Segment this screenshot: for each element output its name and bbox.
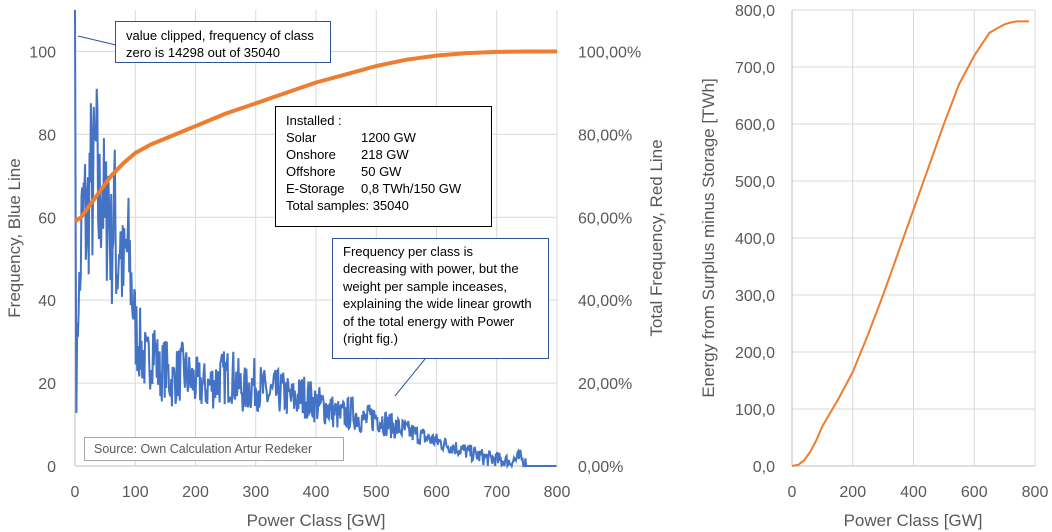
left-y-axis-label: Frequency, Blue Line: [5, 158, 24, 317]
left-x-tick-label: 800: [544, 484, 571, 501]
installed-name: Onshore: [286, 147, 336, 162]
installed-value: 218 GW: [361, 147, 409, 162]
installed-title: Installed :: [286, 113, 342, 128]
right-y-tick-label: 100,0: [735, 402, 775, 419]
left-y2-tick-label: 20,00%: [578, 376, 632, 393]
right-x-tick-label: 800: [1022, 484, 1049, 501]
right-y-tick-label: 300,0: [735, 288, 775, 305]
left-x-tick-label: 400: [303, 484, 330, 501]
left-x-tick-label: 500: [363, 484, 390, 501]
left-x-tick-label: 100: [122, 484, 149, 501]
left-y2-tick-label: 40,00%: [578, 293, 632, 310]
left-x-axis-label: Power Class [GW]: [247, 511, 386, 530]
right-x-tick-label: 0: [788, 484, 797, 501]
left-x-tick-label: 700: [483, 484, 510, 501]
frequency-series-line: [74, 9, 557, 470]
source-box: Source: Own Calculation Artur Redeker: [84, 437, 344, 461]
left-x-tick-label: 300: [242, 484, 269, 501]
installed-box: Installed : Solar 1200 GW Onshore 218 GW…: [275, 106, 492, 227]
right-y-tick-label: 700,0: [735, 60, 775, 77]
left-y-tick-label: 40: [38, 293, 56, 310]
right-y-tick-label: 800,0: [735, 3, 775, 20]
clip-callout-line: [77, 35, 117, 46]
right-y-tick-label: 0,0: [753, 459, 775, 476]
total-samples: Total samples: 35040: [286, 198, 409, 213]
right-y-tick-label: 400,0: [735, 231, 775, 248]
right-y-axis-label: Energy from Surplus minus Storage [TWh]: [699, 78, 718, 397]
clip-note-text: value clipped, frequency of class zero i…: [126, 28, 314, 60]
right-chart: 0 200 400 600 800 0,0 100,0 200,0 300,0 400,0 500…: [699, 3, 1048, 530]
left-y-tick-label: 60: [38, 210, 56, 227]
installed-name: Solar: [286, 130, 317, 145]
right-y-tick-label: 200,0: [735, 345, 775, 362]
freq-note-box: Frequency per class is decreasing with p…: [332, 238, 549, 359]
right-x-tick-label: 600: [961, 484, 988, 501]
freq-callout-line: [394, 358, 426, 397]
left-x-tick-label: 600: [423, 484, 450, 501]
left-y-tick-label: 20: [38, 376, 56, 393]
clip-note-box: value clipped, frequency of class zero i…: [115, 21, 331, 63]
installed-row: Solar 1200 GW: [286, 129, 481, 146]
right-x-tick-label: 400: [900, 484, 927, 501]
left-x-tick-label: 0: [71, 484, 80, 501]
right-x-axis-label: Power Class [GW]: [844, 511, 983, 530]
source-text: Source: Own Calculation Artur Redeker: [94, 442, 313, 456]
installed-row: Offshore 50 GW: [286, 163, 481, 180]
right-x-tick-label: 200: [839, 484, 866, 501]
installed-value: 0,8 TWh/150 GW: [361, 181, 462, 196]
left-y2-axis-label: Total Frequency, Red Line: [647, 139, 666, 336]
right-y-tick-label: 500,0: [735, 174, 775, 191]
installed-value: 1200 GW: [361, 130, 416, 145]
left-y-tick-label: 80: [38, 127, 56, 144]
left-y2-tick-label: 100,00%: [578, 44, 641, 61]
left-y2-tick-label: 0,00%: [578, 459, 623, 476]
left-y-tick-label: 0: [47, 459, 56, 476]
left-x-tick-label: 200: [182, 484, 209, 501]
left-y-tick-label: 100: [29, 44, 56, 61]
installed-row: Onshore 218 GW: [286, 146, 481, 163]
energy-series-line: [791, 20, 1029, 467]
installed-name: E-Storage: [286, 181, 345, 196]
installed-name: Offshore: [286, 164, 336, 179]
installed-row: E-Storage 0,8 TWh/150 GW: [286, 180, 481, 197]
left-y2-tick-label: 80,00%: [578, 127, 632, 144]
freq-note-text: Frequency per class is decreasing with p…: [343, 244, 532, 347]
left-y2-tick-label: 60,00%: [578, 210, 632, 227]
total-frequency-series-line: [73, 49, 557, 224]
installed-value: 50 GW: [361, 164, 402, 179]
right-y-tick-label: 600,0: [735, 117, 775, 134]
